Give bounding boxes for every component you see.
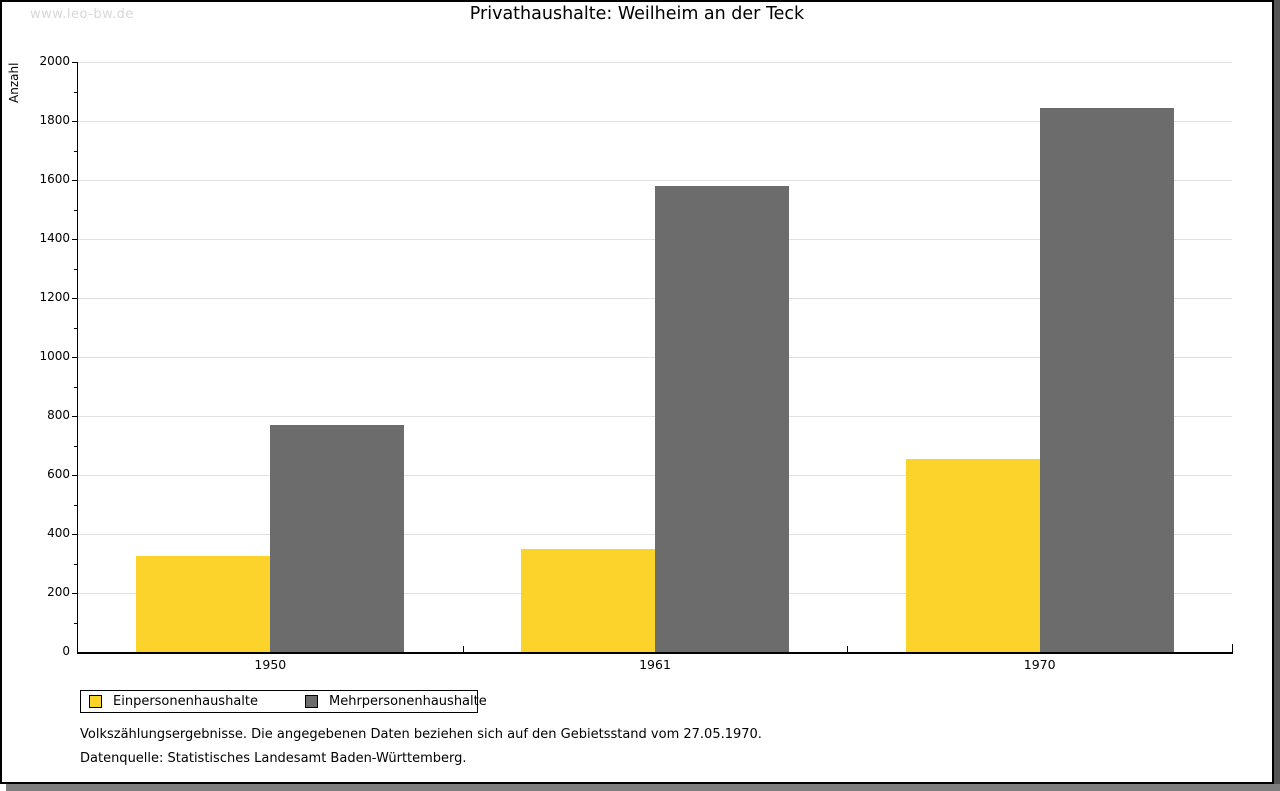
x-tick-label-1950: 1950 xyxy=(254,657,287,672)
y-tick-label: 1000 xyxy=(39,349,70,363)
y-minor-tick xyxy=(74,268,78,270)
y-tick-label: 2000 xyxy=(39,54,70,68)
y-major-tick xyxy=(72,357,78,358)
y-minor-tick xyxy=(74,150,78,152)
gridline-1600 xyxy=(78,180,1232,181)
y-tick-label: 0 xyxy=(62,644,70,658)
legend-item-mehrpersonenhaushalte: Mehrpersonenhaushalte xyxy=(305,694,487,709)
y-major-tick xyxy=(72,534,78,535)
legend-label: Mehrpersonenhaushalte xyxy=(329,694,487,709)
gridline-2000 xyxy=(78,62,1232,63)
y-minor-tick xyxy=(74,386,78,388)
y-tick-label: 800 xyxy=(47,408,70,422)
y-tick-label: 400 xyxy=(47,526,70,540)
x-boundary-tick xyxy=(847,646,849,652)
y-major-tick xyxy=(72,62,78,63)
y-minor-tick xyxy=(74,622,78,624)
bar-einpersonenhaushalte-1950 xyxy=(136,556,271,652)
legend-swatch-icon xyxy=(305,695,318,708)
footnote-line1: Volkszählungsergebnisse. Die angegebenen… xyxy=(80,727,762,742)
bar-einpersonenhaushalte-1961 xyxy=(521,548,655,652)
y-minor-tick xyxy=(74,327,78,329)
window-shadow-bottom xyxy=(6,784,1280,791)
y-tick-label: 1400 xyxy=(39,231,70,245)
legend-swatch-icon xyxy=(89,695,102,708)
y-axis-line xyxy=(77,62,78,652)
y-tick-label: 1200 xyxy=(39,290,70,304)
y-major-tick xyxy=(72,475,78,476)
y-major-tick xyxy=(72,416,78,417)
bar-mehrpersonenhaushalte-1961 xyxy=(655,185,789,652)
x-axis-line xyxy=(77,652,1233,654)
y-minor-tick xyxy=(74,504,78,506)
legend-label: Einpersonenhaushalte xyxy=(113,694,258,709)
window-shadow-right xyxy=(1274,0,1280,784)
bar-mehrpersonenhaushalte-1970 xyxy=(1039,107,1174,652)
y-major-tick xyxy=(72,239,78,240)
y-major-tick xyxy=(72,121,78,122)
chart-title: Privathaushalte: Weilheim an der Teck xyxy=(469,4,805,24)
y-tick-label: 600 xyxy=(47,467,70,481)
y-tick-label: 1800 xyxy=(39,113,70,127)
y-minor-tick xyxy=(74,91,78,93)
y-major-tick xyxy=(72,593,78,594)
y-major-tick xyxy=(72,180,78,181)
y-minor-tick xyxy=(74,445,78,447)
bar-einpersonenhaushalte-1970 xyxy=(905,458,1040,652)
y-major-tick xyxy=(72,298,78,299)
legend: Einpersonenhaushalte Mehrpersonenhaushalt… xyxy=(80,690,487,713)
y-minor-tick xyxy=(74,209,78,211)
x-axis-end-cap xyxy=(1232,644,1233,652)
x-boundary-tick xyxy=(462,646,464,652)
y-minor-tick xyxy=(74,563,78,565)
y-tick-label: 200 xyxy=(47,585,70,599)
legend-item-einpersonenhaushalte: Einpersonenhaushalte xyxy=(89,694,258,709)
x-tick-label-1970: 1970 xyxy=(1023,657,1056,672)
x-tick-label-1961: 1961 xyxy=(639,657,671,672)
gridline-1800 xyxy=(78,121,1232,122)
bar-mehrpersonenhaushalte-1950 xyxy=(270,424,405,652)
watermark: www.leo-bw.de xyxy=(30,7,134,22)
y-tick-label: 1600 xyxy=(39,172,70,186)
y-axis-label: Anzahl xyxy=(7,62,21,103)
footnote-line2: Datenquelle: Statistisches Landesamt Bad… xyxy=(80,751,467,766)
